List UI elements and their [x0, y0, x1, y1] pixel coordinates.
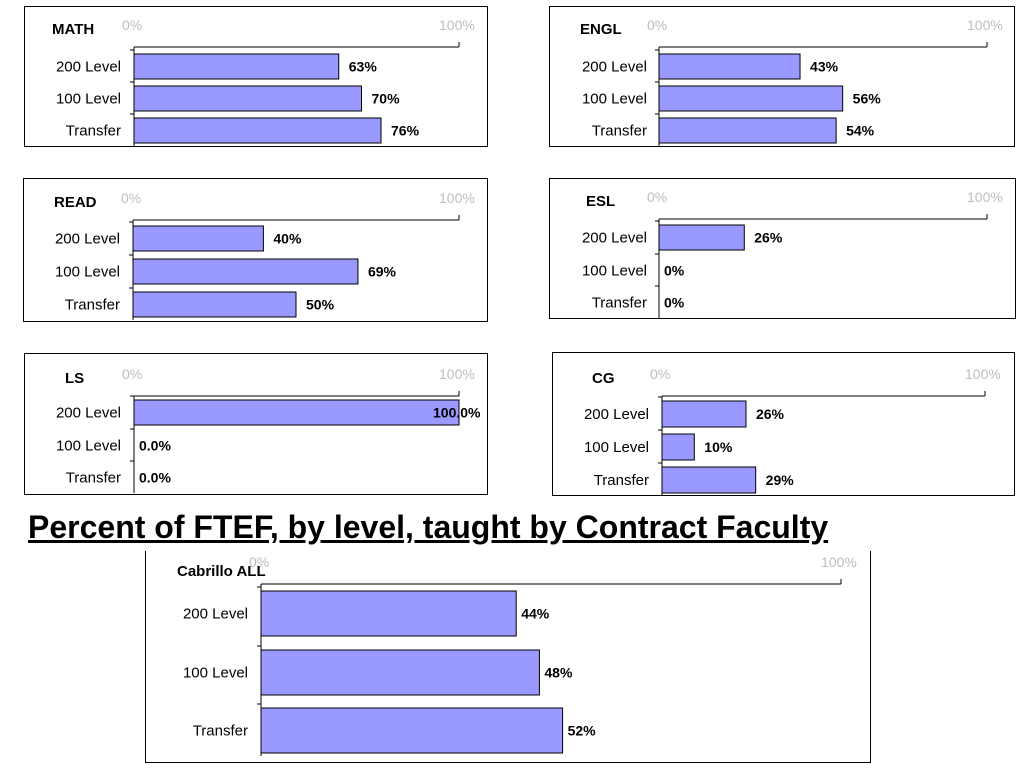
- bar: [132, 258, 359, 285]
- bar: [661, 433, 695, 461]
- data-label: 100.0%: [433, 405, 481, 421]
- x-tick-label: 0%: [647, 17, 667, 33]
- chart-title: ENGL: [580, 21, 622, 38]
- data-label: 56%: [853, 91, 882, 107]
- category-label: 100 Level: [582, 91, 647, 108]
- bar: [658, 85, 844, 112]
- data-label: 0%: [664, 295, 685, 311]
- x-tick-label: 100%: [439, 190, 475, 206]
- category-label: 200 Level: [56, 59, 121, 76]
- category-label: Transfer: [592, 295, 647, 312]
- chart-title: READ: [54, 194, 97, 211]
- bar: [133, 53, 340, 80]
- chart-title: Cabrillo ALL: [177, 563, 266, 580]
- data-label: 0%: [664, 263, 685, 279]
- data-label: 54%: [846, 123, 875, 139]
- category-label: 200 Level: [183, 606, 248, 623]
- bar: [658, 117, 837, 144]
- x-tick-label: 100%: [439, 17, 475, 33]
- x-tick-label: 100%: [967, 189, 1003, 205]
- data-label: 44%: [521, 606, 550, 622]
- category-label: Transfer: [65, 297, 120, 314]
- bar: [260, 707, 564, 754]
- category-label: 100 Level: [55, 264, 120, 281]
- category-label: 100 Level: [582, 263, 647, 280]
- chart-title: LS: [65, 370, 84, 387]
- data-label: 0.0%: [139, 470, 171, 486]
- bar: [260, 649, 540, 696]
- x-tick-label: 0%: [122, 17, 142, 33]
- data-label: 76%: [391, 123, 420, 139]
- bar: [260, 590, 517, 637]
- x-tick-label: 0%: [650, 366, 670, 382]
- data-label: 0.0%: [139, 438, 171, 454]
- chart-math: MATH 0% 100% 200 Level 63% 100 Level 70% Transf…: [52, 17, 475, 146]
- chart-esl: ESL 0% 100% 200 Level 26% 100 Level 0% Transfer…: [582, 189, 1003, 318]
- bar: [133, 117, 382, 144]
- bar: [658, 224, 745, 251]
- chart-panel-cg: [552, 352, 1015, 496]
- category-label: 100 Level: [183, 665, 248, 682]
- page-title: Percent of FTEF, by level, taught by Con…: [28, 509, 829, 545]
- chart-read: READ 0% 100% 200 Level 40% 100 Level 69% Transf…: [54, 190, 475, 320]
- data-label: 69%: [368, 264, 397, 280]
- category-label: 200 Level: [582, 59, 647, 76]
- category-label: Transfer: [66, 470, 121, 487]
- category-label: 200 Level: [55, 231, 120, 248]
- x-tick-label: 100%: [439, 366, 475, 382]
- category-label: 200 Level: [584, 406, 649, 423]
- data-label: 26%: [756, 406, 785, 422]
- x-tick-label: 100%: [967, 17, 1003, 33]
- data-label: 70%: [372, 91, 401, 107]
- category-label: Transfer: [594, 472, 649, 489]
- data-label: 63%: [349, 59, 378, 75]
- x-tick-label: 0%: [249, 554, 269, 570]
- category-label: Transfer: [193, 723, 248, 740]
- data-label: 26%: [754, 230, 783, 246]
- data-label: 43%: [810, 59, 839, 75]
- data-label: 40%: [273, 231, 302, 247]
- chart-ls: LS 0% 100% 200 Level 100.0% 100 Level 0.0% Tran…: [56, 366, 481, 493]
- chart-panel-esl: [549, 178, 1016, 319]
- bar: [661, 466, 757, 494]
- data-label: 50%: [306, 297, 335, 313]
- category-label: Transfer: [66, 123, 121, 140]
- category-label: 100 Level: [584, 439, 649, 456]
- category-label: 200 Level: [56, 405, 121, 422]
- bar: [133, 85, 362, 112]
- data-label: 10%: [704, 439, 733, 455]
- bar: [133, 399, 460, 426]
- chart-title: MATH: [52, 21, 94, 38]
- data-label: 48%: [544, 665, 573, 681]
- data-label: 29%: [766, 472, 795, 488]
- bar: [658, 53, 801, 80]
- chart-cg: CG 0% 100% 200 Level 26% 100 Level 10% Transfer…: [584, 366, 1001, 496]
- bar: [132, 291, 297, 318]
- x-tick-label: 100%: [821, 554, 857, 570]
- x-tick-label: 0%: [647, 189, 667, 205]
- chart-engl: ENGL 0% 100% 200 Level 43% 100 Level 56% Transf…: [580, 17, 1003, 146]
- category-label: 100 Level: [56, 91, 121, 108]
- category-label: 200 Level: [582, 230, 647, 247]
- x-tick-label: 0%: [121, 190, 141, 206]
- x-tick-label: 100%: [965, 366, 1001, 382]
- chart-title: CG: [592, 370, 615, 387]
- category-label: 100 Level: [56, 438, 121, 455]
- bar: [132, 225, 264, 252]
- chart-title: ESL: [586, 193, 615, 210]
- x-tick-label: 0%: [122, 366, 142, 382]
- bar: [661, 400, 747, 428]
- data-label: 52%: [568, 723, 597, 739]
- category-label: Transfer: [592, 123, 647, 140]
